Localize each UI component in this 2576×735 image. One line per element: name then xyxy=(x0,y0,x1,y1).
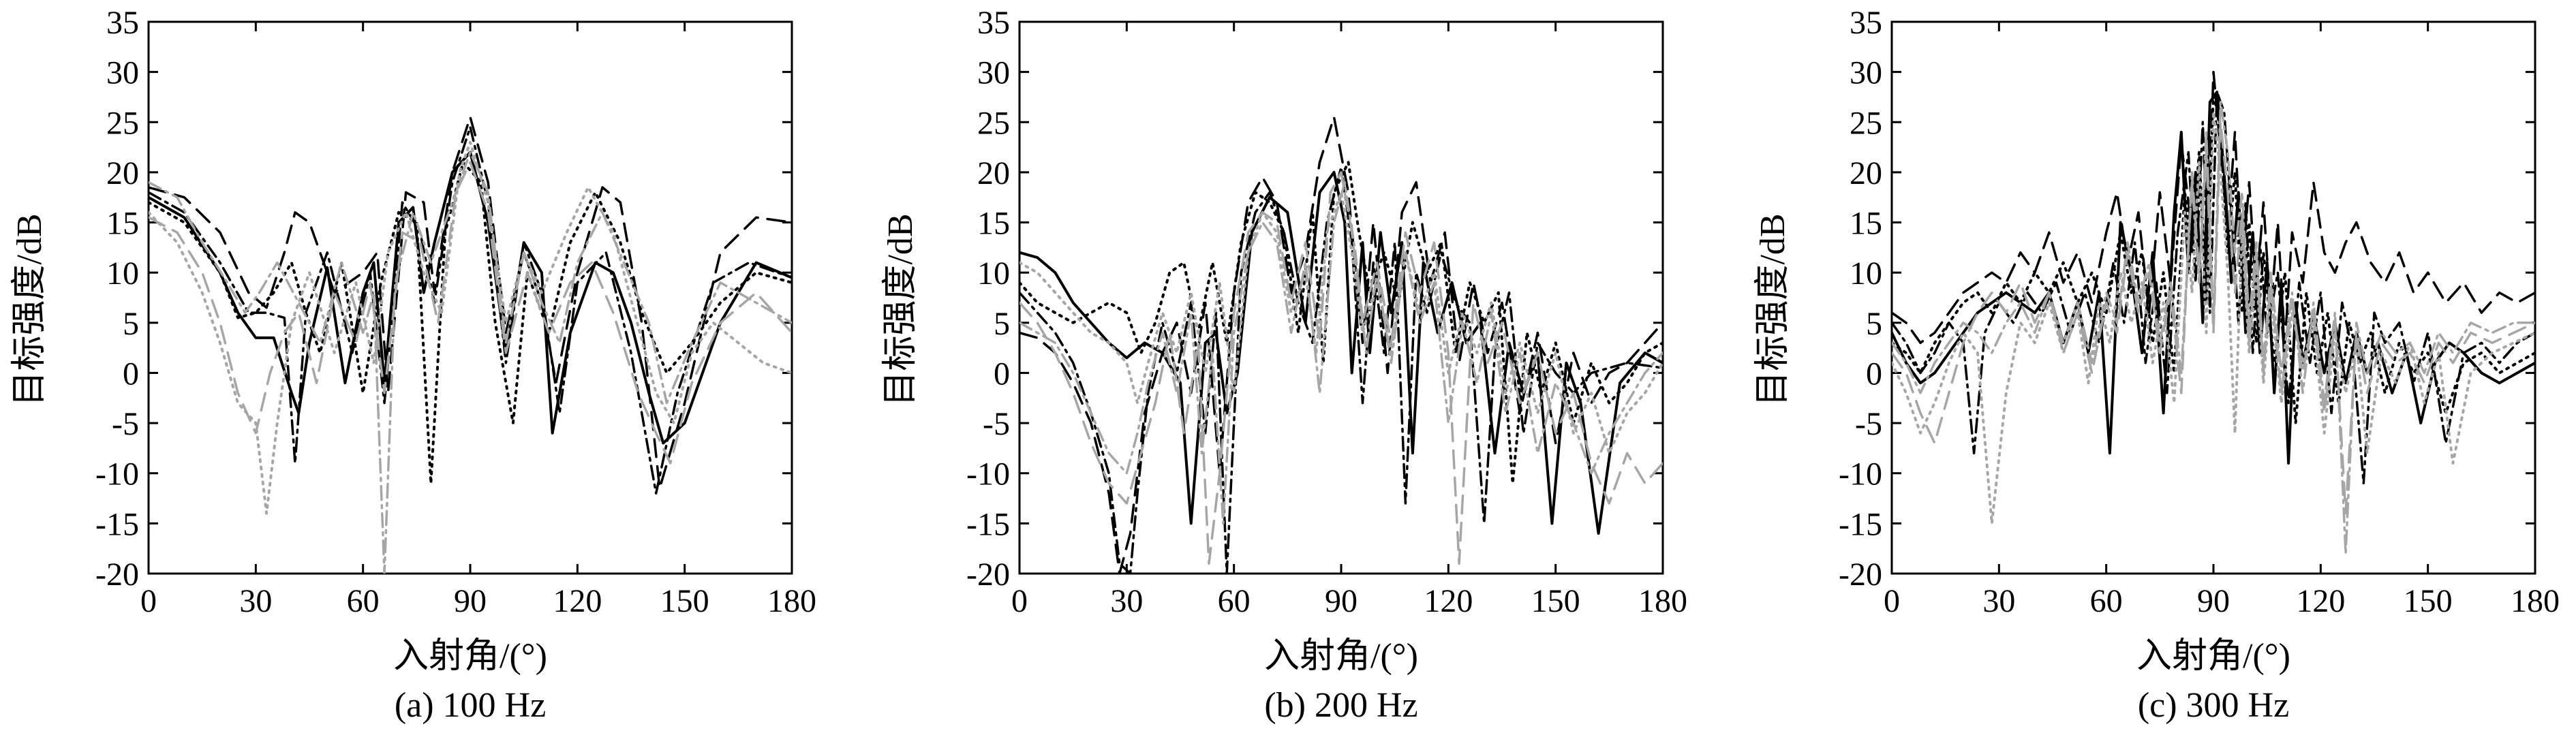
series-line-7 xyxy=(149,151,792,574)
y-tick-label: 35 xyxy=(977,5,1010,41)
x-tick-label: 150 xyxy=(660,583,709,619)
x-axis-label: 入射角/(°) xyxy=(1264,637,1418,676)
series-line-3 xyxy=(1892,91,2535,485)
y-tick-label: -15 xyxy=(95,506,139,542)
x-tick-label: 0 xyxy=(140,583,157,619)
axis-ticks: 0 30 60 90 120 150 180 -20 -15 -10 -5 0 5 10 15 20 25 30 3… xyxy=(966,5,1687,619)
y-tick-label: -5 xyxy=(1855,406,1882,442)
y-axis-label: 目标强度/dB xyxy=(10,213,49,406)
y-tick-label: -5 xyxy=(983,406,1010,442)
y-tick-label: 20 xyxy=(977,155,1010,191)
subplot-caption: (b) 200 Hz xyxy=(1264,686,1417,725)
y-tick-label: 5 xyxy=(994,306,1010,342)
y-tick-label: 25 xyxy=(106,105,139,141)
x-tick-label: 180 xyxy=(767,583,816,619)
y-tick-label: 5 xyxy=(1866,306,1882,342)
y-tick-label: -10 xyxy=(966,456,1010,492)
subplot-caption: (c) 300 Hz xyxy=(2138,686,2289,725)
y-tick-label: 0 xyxy=(1866,356,1882,392)
axis-ticks: 0 30 60 90 120 150 180 -20 -15 -10 -5 0 5 10 15 20 25 30 3… xyxy=(1839,5,2560,619)
series-line-6 xyxy=(1019,191,1663,455)
y-tick-label: 20 xyxy=(106,155,139,191)
series-line-7 xyxy=(1892,101,2535,555)
y-tick-label: -10 xyxy=(1839,456,1882,492)
y-tick-label: 15 xyxy=(1850,206,1882,242)
series-line-1 xyxy=(149,151,792,445)
x-tick-label: 120 xyxy=(2296,583,2345,619)
x-tick-label: 30 xyxy=(1982,583,2015,619)
x-tick-label: 90 xyxy=(454,583,487,619)
x-tick-label: 150 xyxy=(1531,583,1580,619)
y-tick-label: 25 xyxy=(1850,105,1882,141)
y-tick-label: 0 xyxy=(994,356,1010,392)
y-tick-label: 35 xyxy=(106,5,139,41)
y-axis-label: 目标强度/dB xyxy=(1753,213,1792,406)
series-line-2 xyxy=(149,116,792,490)
series-line-3 xyxy=(1019,166,1663,574)
plot-frame xyxy=(147,20,793,575)
series-group xyxy=(149,116,792,574)
x-tick-label: 60 xyxy=(1218,583,1251,619)
series-line-4 xyxy=(149,161,792,485)
x-tick-label: 180 xyxy=(1638,583,1687,619)
y-tick-label: -20 xyxy=(1839,557,1882,593)
y-tick-label: 25 xyxy=(977,105,1010,141)
y-axis-label: 目标强度/dB xyxy=(881,213,920,406)
chart-panel-b: 目标强度/dB 0 30 60 90 120 150 180 -20 -15 -10 -5 0 5 10 1… xyxy=(881,5,1687,725)
y-tick-label: 35 xyxy=(1850,5,1882,41)
x-tick-label: 0 xyxy=(1011,583,1028,619)
series-line-5 xyxy=(1019,171,1663,565)
series-group xyxy=(1892,70,2535,555)
axis-ticks: 0 30 60 90 120 150 180 -20 -15 -10 -5 0 5 10 15 20 25 30 3… xyxy=(95,5,816,619)
series-line-1 xyxy=(1019,170,1663,535)
subplot-caption: (a) 100 Hz xyxy=(395,686,546,725)
y-tick-label: -15 xyxy=(1839,506,1882,542)
chart-panel-a: 目标强度/dB 0 30 60 90 120 150 180 -20 -15 -10 -5 0 5 10 1… xyxy=(10,5,816,725)
x-axis-label: 入射角/(°) xyxy=(2136,637,2290,676)
y-tick-label: 10 xyxy=(106,255,139,292)
x-tick-label: 180 xyxy=(2511,583,2560,619)
series-group xyxy=(1019,116,1663,574)
x-tick-label: 0 xyxy=(1884,583,1900,619)
series-line-4 xyxy=(1892,91,2535,425)
y-tick-label: 10 xyxy=(1850,255,1882,292)
series-line-5 xyxy=(1892,121,2535,515)
y-tick-label: 15 xyxy=(977,206,1010,242)
y-tick-label: -15 xyxy=(966,506,1010,542)
x-tick-label: 120 xyxy=(553,583,602,619)
y-tick-label: 30 xyxy=(1850,55,1882,91)
y-tick-label: 10 xyxy=(977,255,1010,292)
y-tick-label: 5 xyxy=(123,306,139,342)
y-tick-label: -5 xyxy=(112,406,139,442)
plot-frame xyxy=(1018,20,1664,575)
x-tick-label: 30 xyxy=(239,583,272,619)
x-tick-label: 60 xyxy=(347,583,380,619)
series-line-6 xyxy=(1892,110,2535,525)
x-tick-label: 120 xyxy=(1424,583,1473,619)
y-tick-label: 30 xyxy=(977,55,1010,91)
series-line-1 xyxy=(1892,91,2535,465)
x-tick-label: 150 xyxy=(2404,583,2453,619)
series-line-3 xyxy=(149,125,792,495)
x-tick-label: 30 xyxy=(1110,583,1143,619)
y-tick-label: -20 xyxy=(966,557,1010,593)
x-tick-label: 60 xyxy=(2090,583,2123,619)
series-line-5 xyxy=(149,161,792,465)
y-tick-label: -10 xyxy=(95,456,139,492)
series-line-2 xyxy=(1019,116,1663,574)
series-line-6 xyxy=(149,140,792,515)
series-line-7 xyxy=(1019,181,1663,525)
chart-panel-c: 目标强度/dB 0 30 60 90 120 150 180 -20 -15 -10 -5 0 5 10 1… xyxy=(1753,5,2560,725)
y-tick-label: -20 xyxy=(95,557,139,593)
y-tick-label: 30 xyxy=(106,55,139,91)
x-axis-label: 入射角/(°) xyxy=(393,637,547,676)
y-tick-label: 15 xyxy=(106,206,139,242)
y-tick-label: 20 xyxy=(1850,155,1882,191)
x-tick-label: 90 xyxy=(1325,583,1358,619)
y-tick-label: 0 xyxy=(123,356,139,392)
x-tick-label: 90 xyxy=(2197,583,2230,619)
